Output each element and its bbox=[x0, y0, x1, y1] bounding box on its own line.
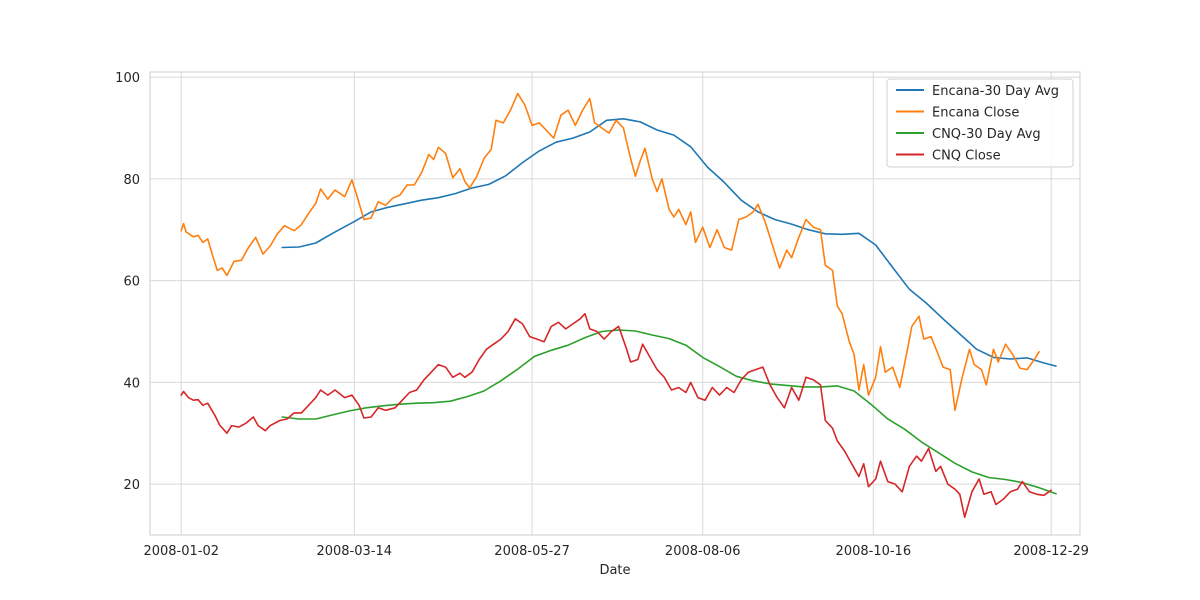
plot-frame bbox=[149, 71, 1081, 536]
legend: Encana-30 Day Avg Encana Close CNQ-30 Day … bbox=[886, 78, 1074, 168]
legend-label: CNQ Close bbox=[932, 149, 1001, 164]
y-tick-label: 60 bbox=[123, 275, 140, 290]
y-tick-label: 80 bbox=[123, 173, 140, 188]
x-tick-label: 2008-05-27 bbox=[494, 544, 570, 559]
tick-labels: 2008-01-02 2008-03-14 2008-05-27 2008-08-06… bbox=[115, 71, 1089, 559]
y-tick-label: 20 bbox=[123, 478, 140, 493]
legend-label: CNQ-30 Day Avg bbox=[932, 127, 1041, 142]
y-tick-label: 40 bbox=[123, 376, 140, 391]
series-lines bbox=[180, 92, 1057, 519]
series-line-4 bbox=[180, 312, 1052, 519]
legend-label: Encana-30 Day Avg bbox=[932, 84, 1059, 99]
legend-box bbox=[886, 78, 1074, 168]
x-tick-label: 2008-08-06 bbox=[665, 544, 741, 559]
series-line-2 bbox=[180, 92, 1040, 412]
x-tick-label: 2008-01-02 bbox=[143, 544, 219, 559]
series-line-3 bbox=[281, 329, 1057, 495]
legend-label: Encana Close bbox=[932, 106, 1019, 121]
x-tick-label: 2008-10-16 bbox=[836, 544, 912, 559]
y-tick-label: 100 bbox=[115, 71, 140, 86]
x-axis-title: Date bbox=[599, 563, 630, 578]
x-tick-label: 2008-03-14 bbox=[316, 544, 392, 559]
series-line-1 bbox=[281, 118, 1057, 367]
x-tick-label: 2008-12-29 bbox=[1013, 544, 1089, 559]
